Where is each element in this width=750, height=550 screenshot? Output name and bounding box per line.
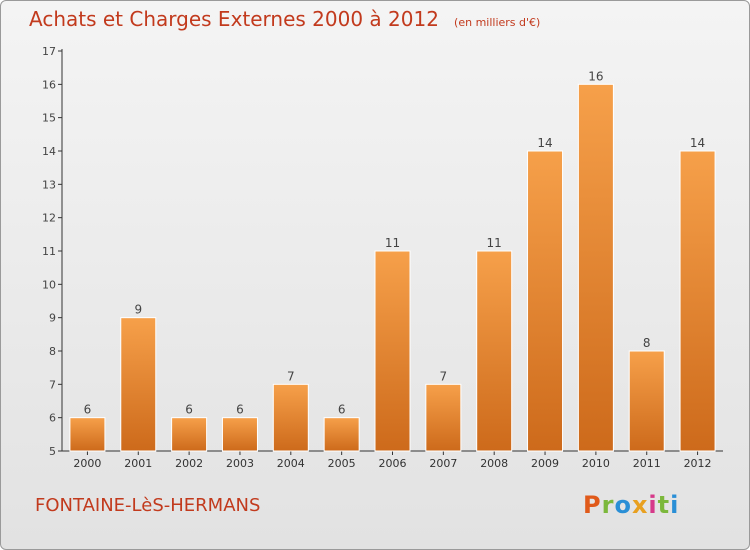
logo-letter: o: [614, 491, 632, 519]
data-label: 6: [236, 403, 244, 417]
proxiti-logo[interactable]: Proxiti: [583, 491, 679, 519]
x-tick-label: 2012: [684, 457, 712, 470]
bar: [628, 350, 665, 452]
x-tick-label: 2009: [531, 457, 559, 470]
x-tick-label: 2002: [175, 457, 203, 470]
bar: [425, 383, 462, 452]
logo-letter: x: [631, 491, 649, 519]
y-tick-label: 17: [42, 45, 56, 58]
bars: [69, 83, 716, 452]
chart-title: Achats et Charges Externes 2000 à 2012: [29, 7, 439, 31]
data-label: 14: [690, 136, 705, 150]
data-label: 9: [134, 303, 142, 317]
y-tick-label: 15: [42, 112, 56, 125]
data-label: 6: [84, 403, 92, 417]
y-tick-label: 16: [42, 78, 56, 91]
y-tick-label: 11: [42, 245, 56, 258]
data-label: 6: [338, 403, 346, 417]
bar: [171, 417, 208, 452]
bar: [527, 150, 564, 452]
y-tick-label: 6: [49, 412, 56, 425]
bar: [476, 250, 513, 452]
y-tick-label: 7: [49, 378, 56, 391]
y-tick-label: 5: [49, 445, 56, 458]
data-labels: 6 9 6 6 7 6 11 7 11 14 16 8 14: [84, 69, 706, 416]
x-tick-label: 2007: [429, 457, 457, 470]
data-label: 16: [588, 69, 603, 83]
logo-letter: t: [657, 491, 671, 519]
bar: [69, 417, 106, 452]
x-tick-label: 2006: [379, 457, 407, 470]
chart-unit: (en milliers d'€): [454, 16, 541, 29]
x-tick-label: 2004: [277, 457, 305, 470]
data-label: 11: [385, 236, 400, 250]
bar: [577, 83, 614, 452]
y-tick-label: 8: [49, 345, 56, 358]
data-label: 6: [185, 403, 193, 417]
logo-letter: P: [583, 491, 602, 519]
y-axis: 5 6 7 8 9 10 11 12 13 14 15 16 17: [42, 45, 63, 458]
data-label: 8: [643, 336, 651, 350]
logo-letter: r: [601, 491, 615, 519]
x-axis: 2000 2001 2002 2003 2004 2005 2006 2007 2008 2009…: [62, 450, 723, 470]
bar: [120, 317, 157, 452]
bar: [679, 150, 716, 452]
x-tick-label: 2011: [633, 457, 661, 470]
data-label: 14: [537, 136, 552, 150]
chart-title-block: Achats et Charges Externes 2000 à 2012 (…: [29, 7, 540, 31]
x-tick-label: 2008: [480, 457, 508, 470]
y-tick-label: 13: [42, 178, 56, 191]
y-tick-label: 14: [42, 145, 56, 158]
x-tick-label: 2001: [124, 457, 152, 470]
data-label: 11: [487, 236, 502, 250]
x-tick-label: 2010: [582, 457, 610, 470]
bar: [221, 417, 258, 452]
bar: [374, 250, 411, 452]
y-tick-label: 12: [42, 212, 56, 225]
x-tick-label: 2005: [328, 457, 356, 470]
data-label: 7: [287, 369, 295, 383]
data-label: 7: [440, 369, 448, 383]
y-tick-label: 9: [49, 312, 56, 325]
logo-letter: i: [648, 491, 658, 519]
y-tick-label: 10: [42, 278, 56, 291]
logo-letter: i: [670, 491, 680, 519]
bar: [272, 383, 309, 452]
x-tick-label: 2003: [226, 457, 254, 470]
city-name: FONTAINE-LèS-HERMANS: [35, 495, 261, 516]
bar: [323, 417, 360, 452]
x-tick-label: 2000: [73, 457, 101, 470]
